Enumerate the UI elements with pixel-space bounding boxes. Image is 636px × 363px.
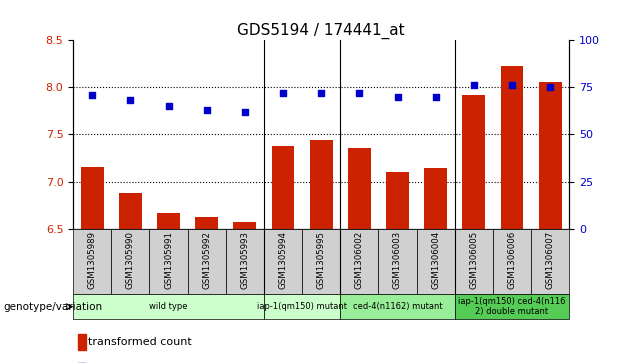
Text: transformed count: transformed count — [88, 337, 192, 347]
Bar — [417, 229, 455, 294]
Text: GSM1305991: GSM1305991 — [164, 231, 173, 289]
Point — [163, 103, 174, 109]
Bar — [119, 193, 142, 229]
Bar — [73, 229, 111, 294]
Bar — [188, 229, 226, 294]
Bar — [340, 294, 455, 319]
Bar — [424, 168, 447, 229]
Bar — [81, 167, 104, 229]
Bar — [111, 229, 149, 294]
Text: ced-4(n1162) mutant: ced-4(n1162) mutant — [353, 302, 442, 311]
Point — [240, 109, 250, 115]
Text: GSM1306006: GSM1306006 — [508, 231, 516, 289]
Bar — [340, 229, 378, 294]
Bar — [149, 229, 188, 294]
Point — [431, 94, 441, 99]
Text: GSM1306004: GSM1306004 — [431, 231, 440, 289]
Title: GDS5194 / 174441_at: GDS5194 / 174441_at — [237, 23, 405, 38]
Bar — [78, 334, 85, 350]
Point — [125, 97, 135, 103]
Text: GSM1305990: GSM1305990 — [126, 231, 135, 289]
Text: genotype/variation: genotype/variation — [3, 302, 102, 312]
Bar — [455, 294, 569, 319]
Point — [278, 90, 288, 96]
Text: GSM1305992: GSM1305992 — [202, 231, 211, 289]
Bar — [539, 82, 562, 229]
Bar — [195, 217, 218, 229]
Text: GSM1305995: GSM1305995 — [317, 231, 326, 289]
Point — [507, 82, 517, 88]
Bar — [501, 66, 523, 229]
Text: iap-1(qm150) ced-4(n116
2) double mutant: iap-1(qm150) ced-4(n116 2) double mutant — [458, 297, 566, 317]
Bar — [302, 229, 340, 294]
Point — [469, 82, 479, 88]
Text: GSM1305993: GSM1305993 — [240, 231, 249, 289]
Point — [354, 90, 364, 96]
Text: iap-1(qm150) mutant: iap-1(qm150) mutant — [257, 302, 347, 311]
Point — [316, 90, 326, 96]
Point — [392, 94, 403, 99]
Point — [202, 107, 212, 113]
Text: GSM1305989: GSM1305989 — [88, 231, 97, 289]
Text: wild type: wild type — [149, 302, 188, 311]
Point — [87, 92, 97, 98]
Bar — [531, 229, 569, 294]
Bar — [226, 229, 264, 294]
Bar — [272, 146, 294, 229]
Bar — [348, 148, 371, 229]
Bar — [264, 294, 340, 319]
Bar — [455, 229, 493, 294]
Text: GSM1306003: GSM1306003 — [393, 231, 402, 289]
Bar — [73, 294, 264, 319]
Point — [545, 84, 555, 90]
Bar — [157, 213, 180, 229]
Text: GSM1306002: GSM1306002 — [355, 231, 364, 289]
Bar — [462, 95, 485, 229]
Text: GSM1306005: GSM1306005 — [469, 231, 478, 289]
Bar — [493, 229, 531, 294]
Bar — [233, 222, 256, 229]
Bar — [386, 172, 409, 229]
Bar — [378, 229, 417, 294]
Text: GSM1306007: GSM1306007 — [546, 231, 555, 289]
Text: GSM1305994: GSM1305994 — [279, 231, 287, 289]
Bar — [264, 229, 302, 294]
Bar — [310, 140, 333, 229]
